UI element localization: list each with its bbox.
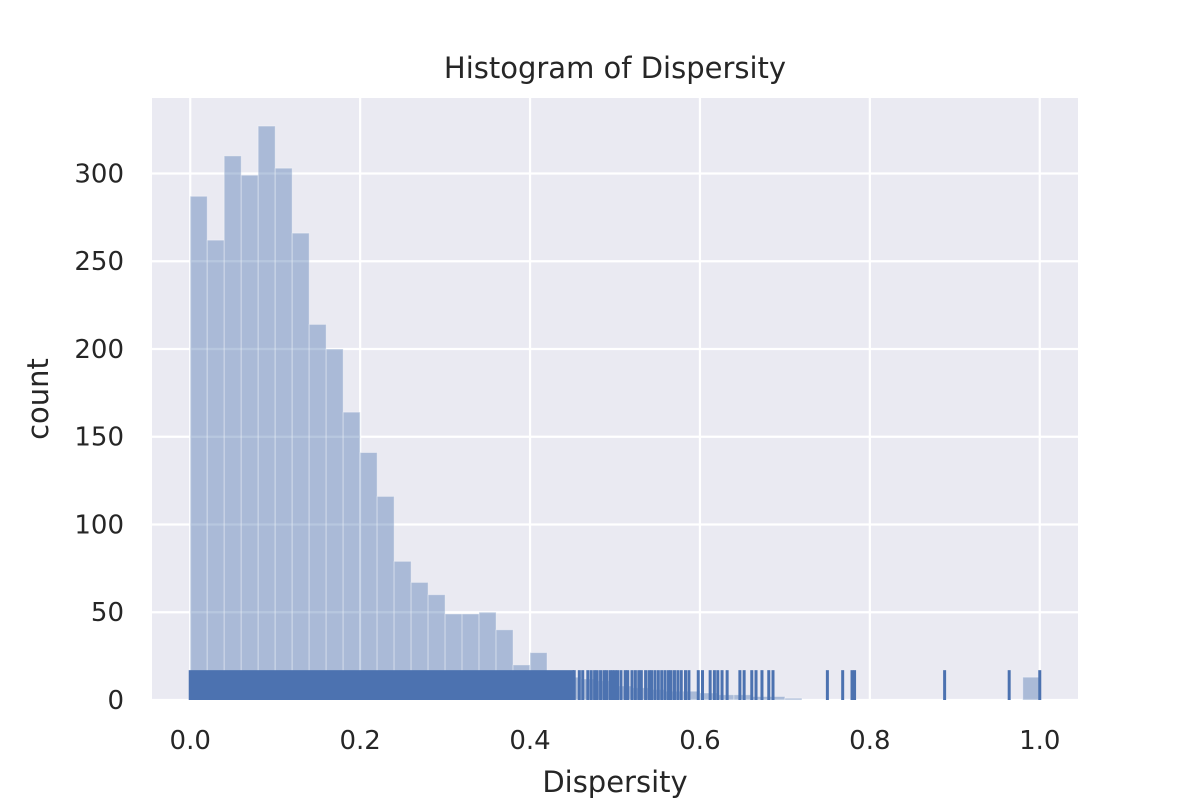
histogram-bar — [223, 155, 242, 701]
histogram-bar — [784, 697, 803, 701]
histogram-bar — [206, 239, 225, 701]
x-tick-label: 0.8 — [849, 726, 890, 756]
histogram-bar — [716, 694, 735, 701]
x-axis-label: Dispersity — [542, 765, 687, 799]
rug-marks — [188, 670, 1042, 700]
histogram-bar — [682, 690, 701, 701]
histogram-bar — [767, 695, 786, 701]
histogram-bar — [325, 348, 344, 701]
y-tick-label: 200 — [74, 335, 124, 365]
y-tick-label: 0 — [107, 686, 124, 716]
x-tick-label: 1.0 — [1019, 726, 1060, 756]
histogram-bar — [291, 232, 310, 701]
y-tick-label: 250 — [74, 247, 124, 277]
y-tick-label: 300 — [74, 159, 124, 189]
y-tick-labels: 0 50 100 150 200 250 300 — [74, 159, 124, 716]
histogram-bar — [1022, 676, 1041, 701]
plot-background — [152, 98, 1078, 700]
histogram-bar — [750, 695, 769, 701]
histogram-bar — [189, 195, 208, 701]
histogram-bar — [359, 452, 378, 701]
x-tick-label: 0.4 — [509, 726, 550, 756]
histogram-bar — [240, 174, 259, 701]
histogram-bar — [274, 167, 293, 701]
y-tick-label: 100 — [74, 510, 124, 540]
histogram-bar — [308, 323, 327, 701]
x-tick-labels: 0.0 0.2 0.4 0.6 0.8 1.0 — [170, 726, 1061, 756]
x-tick-label: 0.2 — [339, 726, 380, 756]
histogram-bar — [733, 694, 752, 701]
x-tick-label: 0.0 — [170, 726, 211, 756]
y-tick-label: 150 — [74, 423, 124, 453]
y-axis-label: count — [21, 358, 55, 440]
histogram-bar — [342, 411, 361, 701]
histogram-bar — [257, 125, 276, 701]
rug-dense-band — [188, 670, 575, 700]
chart-title: Histogram of Dispersity — [444, 51, 786, 85]
x-tick-label: 0.6 — [679, 726, 720, 756]
y-gridlines — [152, 172, 1078, 702]
y-tick-label: 50 — [91, 598, 124, 628]
histogram-bar — [376, 495, 395, 701]
x-gridlines — [189, 98, 1041, 700]
